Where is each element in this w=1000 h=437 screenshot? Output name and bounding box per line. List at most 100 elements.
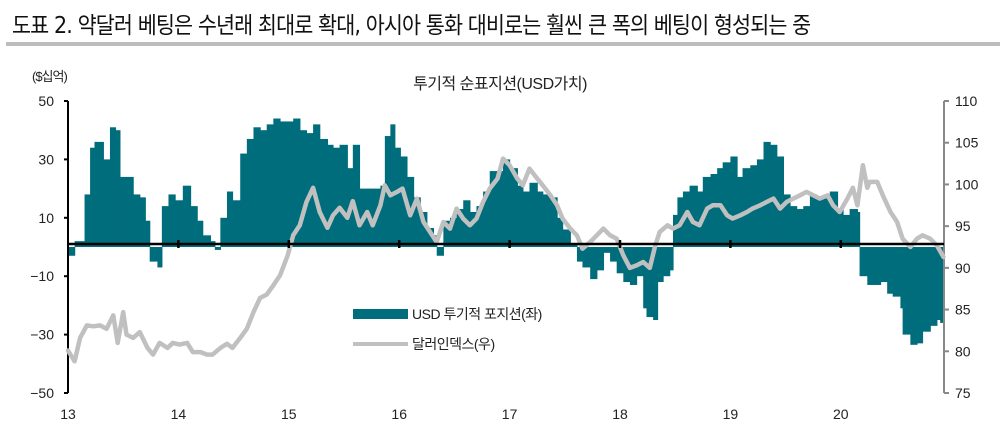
position-bar [327,144,334,247]
x-axis-tick-label: 16 [391,406,407,422]
position-bar [509,168,518,247]
position-bar [253,127,261,247]
position-bar [829,191,839,247]
position-bar [859,247,868,277]
right-axis-tick-label: 90 [955,260,971,276]
position-bar [436,247,444,256]
position-bar [529,182,538,247]
position-bar [809,194,818,247]
position-bar [168,194,176,247]
position-bar [730,156,738,247]
chart-subtitle: 투기적 순표지션(USD가치) [413,76,587,93]
right-axis-tick-label: 75 [955,385,971,401]
right-axis-tick-label: 85 [955,302,971,318]
position-bar [936,247,941,320]
legend-item-dollar-index: 달러인덱스(우) [353,334,495,354]
left-axis-tick-label: −50 [30,385,54,401]
position-bar [940,247,944,323]
position-bar [220,217,228,247]
position-bar [502,159,511,247]
legend-swatch-dollar-index [353,342,408,346]
position-bar [139,197,146,247]
position-bar [84,194,91,247]
dollar-index-line [65,156,946,364]
position-bar [380,185,386,247]
position-bar [497,171,504,247]
position-bar [892,247,902,297]
position-bar [413,197,421,247]
position-bar [420,211,428,247]
position-bar [260,130,268,247]
position-bar [867,247,874,285]
position-bar [90,147,96,247]
position-bar [849,209,858,247]
position-bar [202,235,212,247]
position-bar [653,247,659,320]
title-divider [6,42,1000,46]
position-bar [672,214,679,247]
right-axis-tick-label: 110 [955,93,978,109]
position-bar [149,247,159,262]
position-bar [449,217,458,247]
position-bar [339,144,348,247]
position-bar [916,247,924,344]
position-bar [157,247,163,268]
position-bar [682,191,691,247]
position-bar [783,194,791,247]
position-bar [902,247,911,335]
x-axis-tick-label: 15 [281,406,297,422]
x-axis-tick-label: 14 [171,406,187,422]
position-bar [400,156,408,247]
position-bar [394,147,401,247]
position-bar [287,121,294,247]
position-bar [737,176,744,247]
position-bar [887,247,894,294]
x-axis-tick-label: 13 [60,406,76,422]
chart-title: 도표 2. 약달러 베팅은 수년래 최대로 확대, 아시아 통화 대비로는 훨씬… [12,13,811,39]
position-bar [293,118,301,248]
position-bar [232,200,241,247]
left-axis-tick-label: −30 [30,327,54,343]
position-bar [657,247,664,283]
x-axis-tick-label: 20 [833,406,849,422]
position-bar [390,124,396,247]
position-bar [603,247,611,253]
position-bar [922,247,931,332]
position-bar [790,206,798,247]
position-bar [537,191,544,247]
position-bar [240,153,248,247]
position-bar [483,191,491,247]
x-axis-tick-label: 18 [612,406,628,422]
position-bar [722,162,731,247]
position-bar [226,191,234,247]
position-bar [646,247,654,318]
position-bar [266,124,274,247]
position-bar [476,206,484,247]
right-axis-tick-label: 80 [955,343,971,359]
position-bar [542,194,552,247]
position-bar [872,247,882,285]
position-bar [133,194,141,247]
position-bar [426,228,435,247]
position-bar [880,247,888,283]
position-bar [182,185,192,247]
position-bar [770,144,778,247]
position-bar [582,247,591,268]
position-bar [776,156,784,247]
position-bar [803,206,811,247]
position-bar [456,209,464,247]
position-bar [197,220,204,247]
position-bar [763,141,771,247]
position-bar [710,174,718,247]
position-bar [214,247,221,250]
position-bar [279,121,289,247]
position-bar [816,197,824,247]
position-bar [616,247,624,274]
position-bar [119,176,128,247]
position-bar [796,209,804,247]
position-bar [843,214,851,247]
position-bar [576,247,584,262]
position-bar [517,185,524,247]
left-axis-tick-label: 10 [38,210,54,226]
